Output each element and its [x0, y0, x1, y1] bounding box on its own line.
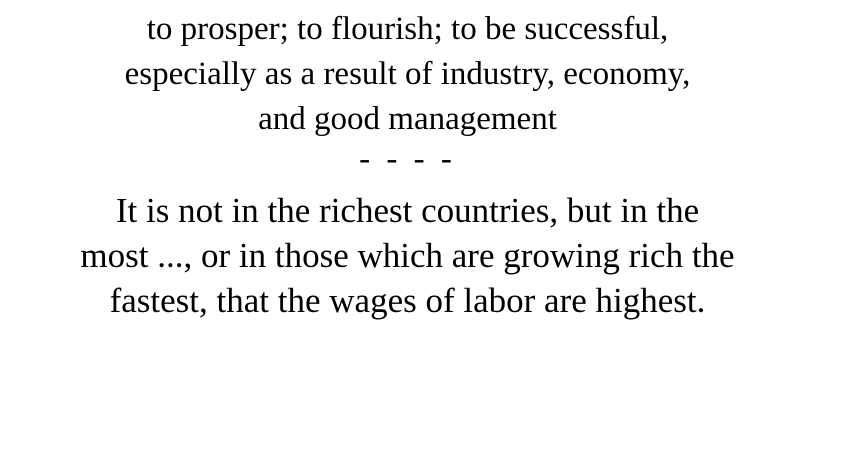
definition-line-2: especially as a result of industry, econ…: [124, 56, 691, 92]
example-sentence-line-3: fastest, that the wages of labor are hig…: [109, 281, 706, 320]
definition-line-3: and good management: [258, 101, 557, 137]
example-sentence-line-2: most ..., or in those which are growing …: [80, 236, 735, 275]
separator: - - - -: [359, 141, 456, 177]
example-sentence-line-1: It is not in the richest countries, but …: [115, 191, 700, 230]
definition-line-1: to prosper; to flourish; to be successfu…: [146, 11, 669, 47]
